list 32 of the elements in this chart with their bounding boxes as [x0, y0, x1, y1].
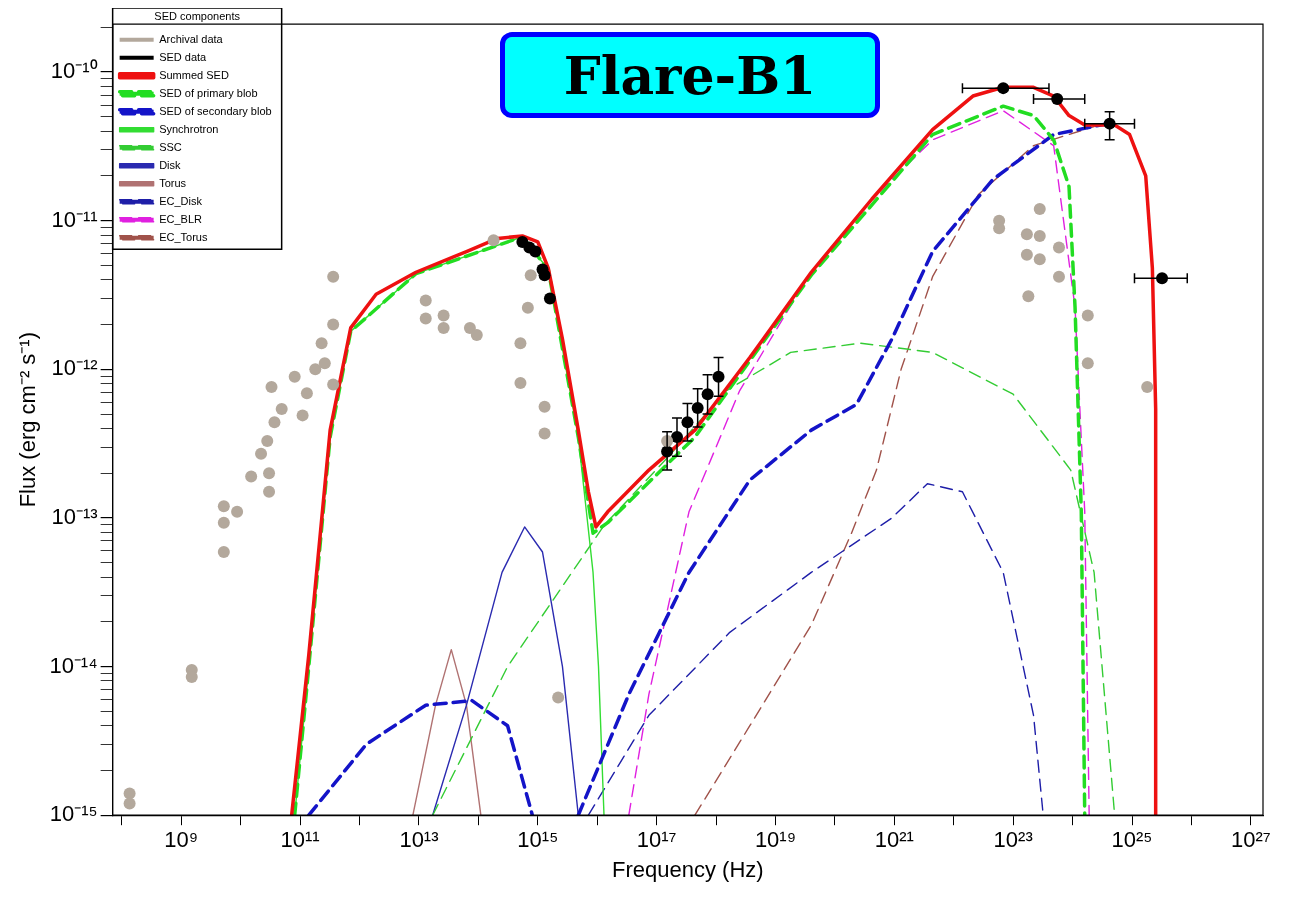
legend-label: EC_Torus — [159, 230, 208, 243]
y-tick-label: 10⁻¹³ — [51, 504, 98, 530]
legend-label: Synchrotron — [159, 122, 219, 135]
y-tick-label: 10⁻¹⁵ — [49, 801, 98, 827]
y-tick-label: 10⁻¹¹ — [51, 206, 98, 232]
x-tick-label: 10¹⁵ — [517, 827, 559, 853]
x-tick-label: 10¹⁹ — [754, 827, 797, 853]
chart-title: Flare-B1 — [500, 32, 880, 118]
x-tick-label: 10¹³ — [399, 827, 439, 853]
x-tick-label: 10¹¹ — [280, 827, 320, 853]
legend-label: EC_Disk — [159, 194, 203, 207]
y-axis-title: Flux (erg cm⁻² s⁻¹) — [15, 332, 41, 508]
legend-label: Torus — [159, 176, 187, 189]
y-tick-label: 10⁻¹⁴ — [49, 652, 98, 678]
legend-title: SED components — [154, 9, 241, 22]
y-tick-label: 10⁻¹² — [51, 355, 98, 381]
x-tick-label: 10²⁵ — [1111, 827, 1153, 853]
x-tick-label: 10²¹ — [874, 827, 914, 853]
legend-label: EC_BLR — [159, 212, 202, 225]
legend-label: Archival data — [159, 32, 224, 45]
x-tick-label: 10²⁷ — [1230, 827, 1271, 853]
legend-label: SED of secondary blob — [159, 104, 272, 117]
legend-label: Disk — [159, 158, 182, 171]
x-tick-label: 10²³ — [993, 827, 1033, 853]
x-axis-title: Frequency (Hz) — [612, 856, 764, 882]
legend-label: SED of primary blob — [159, 86, 258, 99]
legend-label: SED data — [159, 50, 208, 63]
y-tick-label: 10⁻¹⁰ — [50, 58, 98, 84]
x-tick-label: 10⁹ — [164, 827, 199, 853]
legend-label: Summed SED — [159, 68, 229, 81]
x-tick-label: 10¹⁷ — [636, 827, 677, 853]
legend-label: SSC — [159, 140, 182, 153]
